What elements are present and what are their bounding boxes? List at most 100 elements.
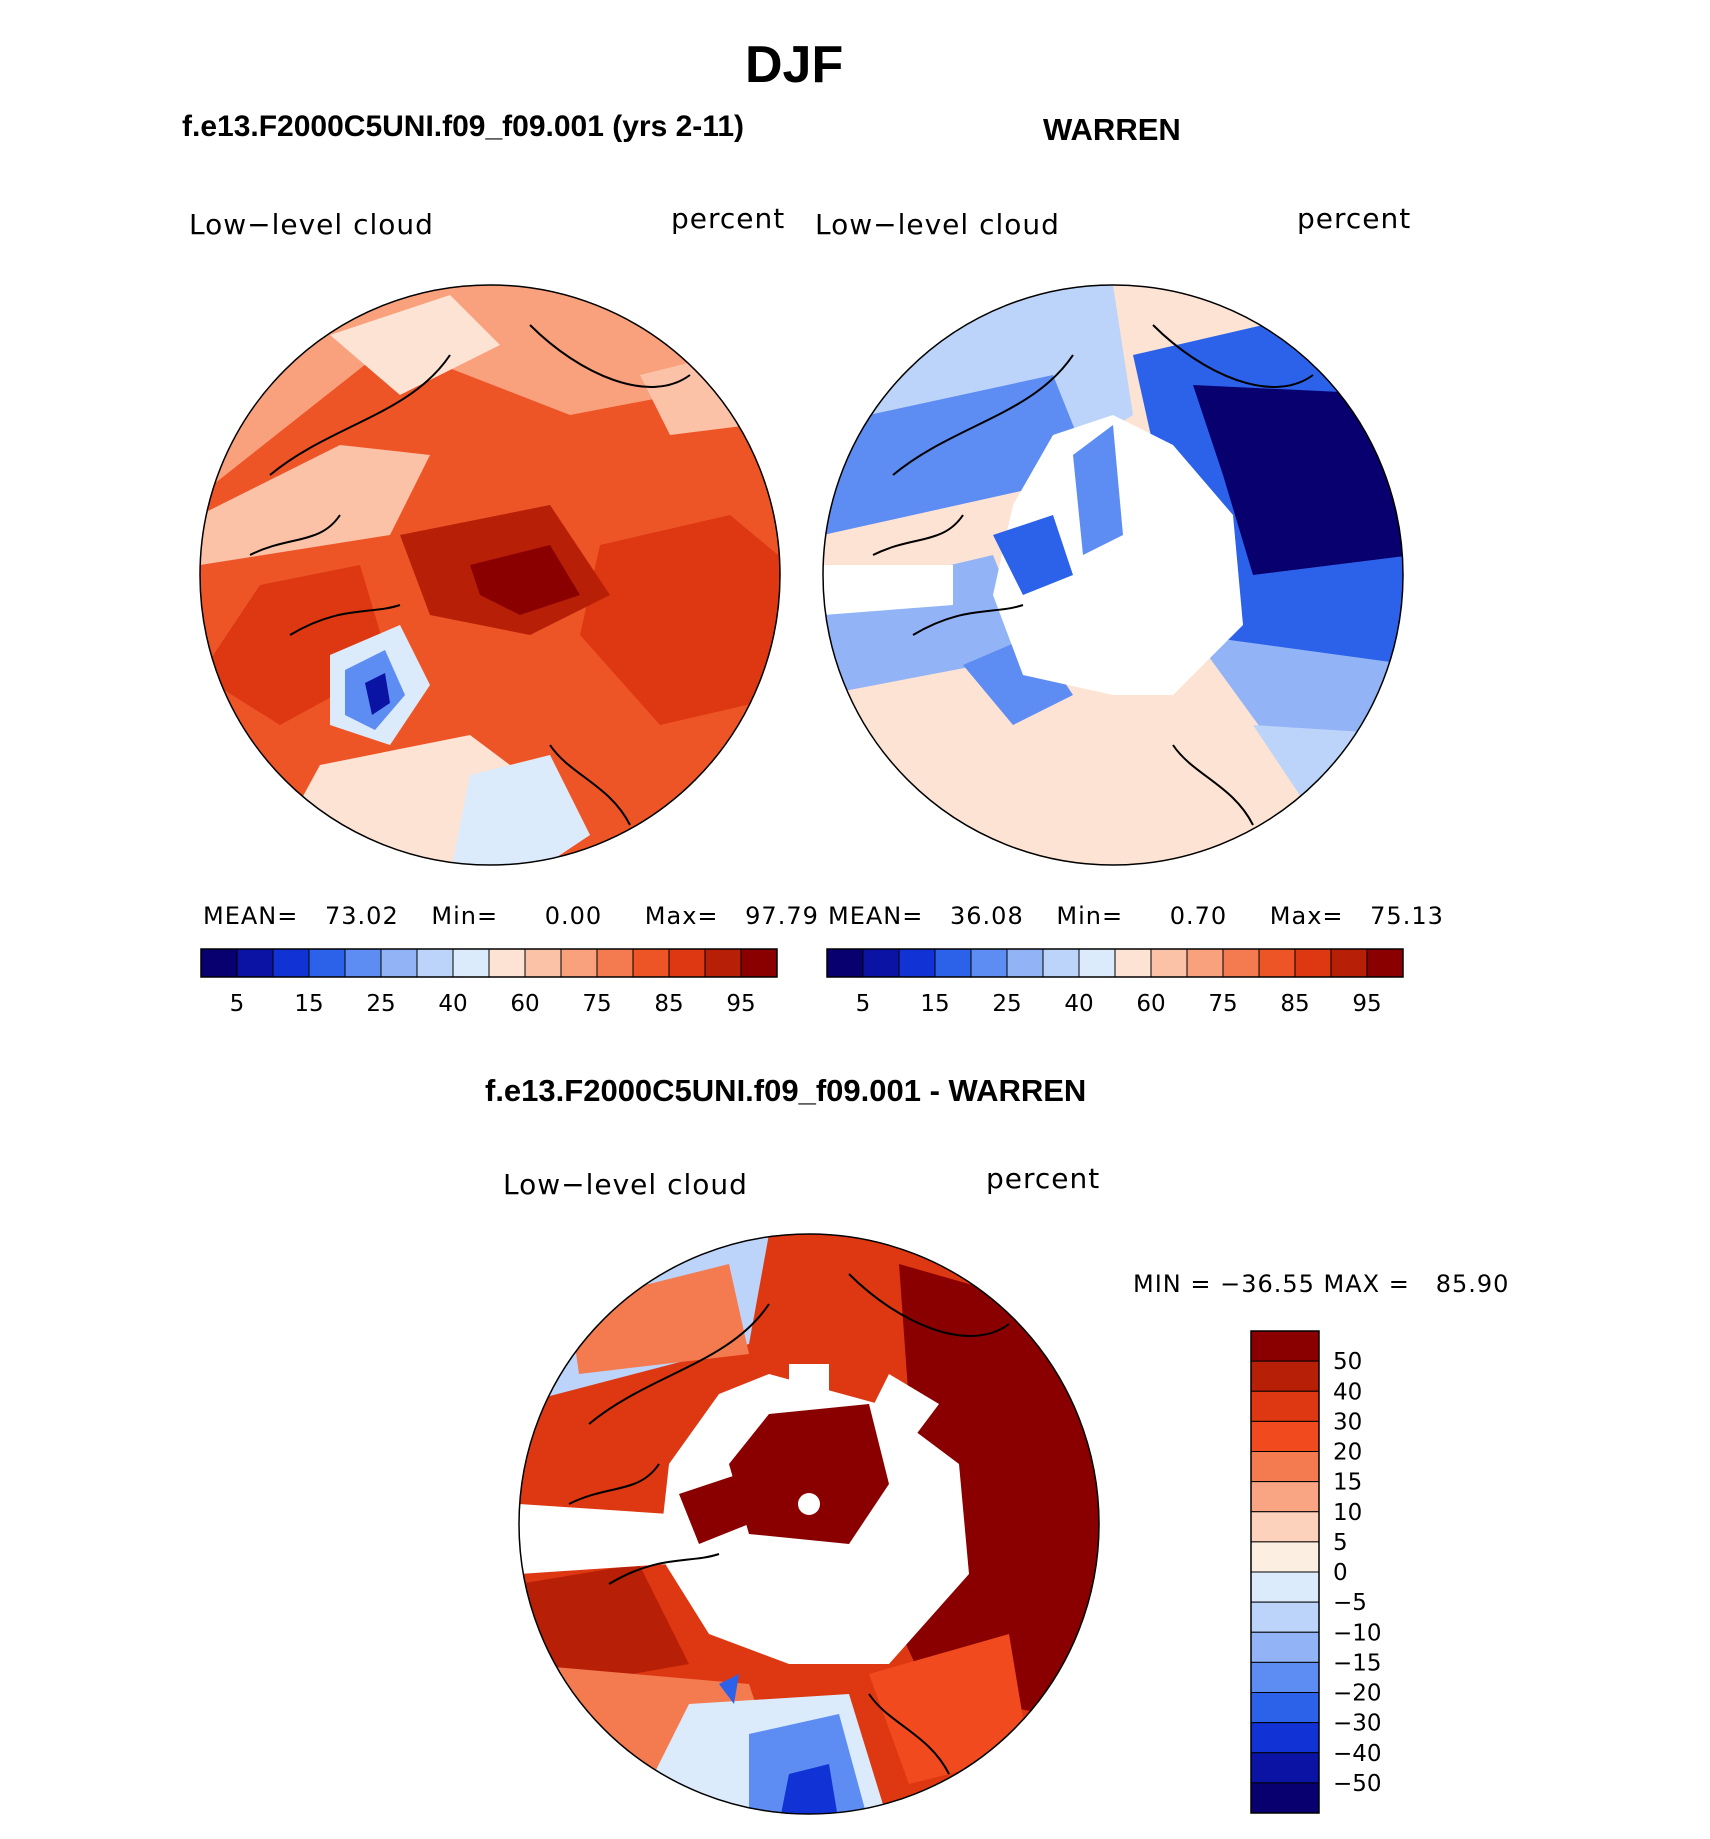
colorbar-cell bbox=[740, 948, 778, 978]
colorbar-cell bbox=[668, 948, 706, 978]
colorbar-tick-label: 40 bbox=[1333, 1379, 1362, 1405]
colorbar-cell bbox=[970, 948, 1008, 978]
colorbar-cell bbox=[272, 948, 310, 978]
colorbar-tick-label: 85 bbox=[1280, 991, 1309, 1017]
colorbar-cell bbox=[1250, 1571, 1320, 1603]
panel2-title: WARREN bbox=[1043, 112, 1181, 147]
colorbar-tick-label: 5 bbox=[856, 991, 871, 1017]
panel2-min-value: 0.70 bbox=[1169, 902, 1228, 930]
difference-title: f.e13.F2000C5UNI.f09_f09.001 - WARREN bbox=[485, 1073, 1087, 1108]
colorbar-cell bbox=[1250, 1752, 1320, 1784]
difference-variable-label: Low−level cloud bbox=[503, 1168, 748, 1201]
main-title: DJF bbox=[745, 36, 844, 94]
panel1-variable-label: Low−level cloud bbox=[189, 208, 434, 241]
colorbar-cell bbox=[1250, 1360, 1320, 1392]
colorbar-tick-label: 85 bbox=[654, 991, 683, 1017]
colorbar-tick-label: −30 bbox=[1333, 1711, 1382, 1737]
colorbar-cell bbox=[1114, 948, 1152, 978]
colorbar-cell bbox=[1250, 1692, 1320, 1724]
colorbar-cell bbox=[560, 948, 598, 978]
colorbar-tick-label: 15 bbox=[294, 991, 323, 1017]
colorbar-tick-label: −40 bbox=[1333, 1741, 1382, 1767]
colorbar-cell bbox=[488, 948, 526, 978]
colorbar-cell bbox=[1042, 948, 1080, 978]
colorbar-tick-label: 5 bbox=[230, 991, 245, 1017]
colorbar-cell bbox=[1366, 948, 1404, 978]
panel1-stats: MEAN= 73.02 Min= 0.00 Max= 97.79 bbox=[203, 902, 819, 930]
panel2-colorbar: 5 15 25 40 60 75 85 95 bbox=[826, 948, 1404, 1017]
colorbar-tick-label: 40 bbox=[438, 991, 467, 1017]
panel1-mean-value: 73.02 bbox=[325, 902, 399, 930]
panel1-max-value: 97.79 bbox=[745, 902, 819, 930]
colorbar-cell bbox=[1294, 948, 1332, 978]
colorbar-tick-label: −5 bbox=[1333, 1590, 1367, 1616]
panel1-title: f.e13.F2000C5UNI.f09_f09.001 (yrs 2-11) bbox=[182, 110, 745, 143]
colorbar-tick-label: −10 bbox=[1333, 1620, 1382, 1646]
colorbar-cell bbox=[1250, 1631, 1320, 1663]
colorbar-cell bbox=[1258, 948, 1296, 978]
colorbar-cell bbox=[1250, 1782, 1320, 1814]
colorbar-cell bbox=[862, 948, 900, 978]
colorbar-tick-label: −50 bbox=[1333, 1771, 1382, 1797]
difference-min-max: MIN = −36.55 MAX = 85.90 bbox=[1133, 1270, 1510, 1298]
colorbar-cell bbox=[1330, 948, 1368, 978]
colorbar-cell bbox=[934, 948, 972, 978]
colorbar-cell bbox=[1006, 948, 1044, 978]
colorbar-tick-label: 30 bbox=[1333, 1409, 1362, 1435]
colorbar-tick-label: 15 bbox=[1333, 1470, 1362, 1496]
colorbar-tick-label: 40 bbox=[1064, 991, 1093, 1017]
panel1-map bbox=[199, 284, 781, 866]
panel1-mean-label: MEAN= bbox=[203, 902, 299, 930]
colorbar-cell bbox=[1250, 1511, 1320, 1543]
panel2-max-value: 75.13 bbox=[1370, 902, 1444, 930]
colorbar-cell bbox=[1186, 948, 1224, 978]
colorbar-tick-label: 25 bbox=[992, 991, 1021, 1017]
colorbar-tick-label: 60 bbox=[1136, 991, 1165, 1017]
colorbar-cell bbox=[596, 948, 634, 978]
colorbar-cell bbox=[1250, 1390, 1320, 1422]
panel2-mean-value: 36.08 bbox=[950, 902, 1024, 930]
panel1-colorbar: 5 15 25 40 60 75 85 95 bbox=[200, 948, 778, 1017]
colorbar-tick-label: 25 bbox=[366, 991, 395, 1017]
colorbar-cell bbox=[1250, 1722, 1320, 1754]
colorbar-tick-label: 75 bbox=[1208, 991, 1237, 1017]
colorbar-cell bbox=[344, 948, 382, 978]
colorbar-tick-label: 20 bbox=[1333, 1440, 1362, 1466]
panel2-max-label: Max= bbox=[1269, 902, 1344, 930]
colorbar-cell bbox=[1250, 1601, 1320, 1633]
colorbar-cell bbox=[1250, 1481, 1320, 1513]
colorbar-tick-label: 15 bbox=[920, 991, 949, 1017]
colorbar-cell bbox=[1250, 1420, 1320, 1452]
panel2-stats: MEAN= 36.08 Min= 0.70 Max= 75.13 bbox=[828, 902, 1444, 930]
difference-units-label: percent bbox=[986, 1162, 1101, 1195]
colorbar-cell bbox=[200, 948, 238, 978]
colorbar-cell bbox=[632, 948, 670, 978]
colorbar-cell bbox=[1250, 1661, 1320, 1693]
colorbar-tick-label: −20 bbox=[1333, 1681, 1382, 1707]
colorbar-tick-label: 10 bbox=[1333, 1500, 1362, 1526]
colorbar-cell bbox=[308, 948, 346, 978]
colorbar-tick-label: 50 bbox=[1333, 1349, 1362, 1375]
colorbar-cell bbox=[1250, 1330, 1320, 1362]
colorbar-cell bbox=[704, 948, 742, 978]
panel2-min-label: Min= bbox=[1056, 902, 1124, 930]
colorbar-tick-label: 0 bbox=[1333, 1560, 1348, 1586]
colorbar-cell bbox=[452, 948, 490, 978]
colorbar-cell bbox=[898, 948, 936, 978]
colorbar-tick-label: 75 bbox=[582, 991, 611, 1017]
colorbar-cell bbox=[1150, 948, 1188, 978]
colorbar-cell bbox=[236, 948, 274, 978]
colorbar-cell bbox=[826, 948, 864, 978]
colorbar-cell bbox=[1222, 948, 1260, 978]
colorbar-cell bbox=[1250, 1451, 1320, 1483]
panel2-mean-label: MEAN= bbox=[828, 902, 924, 930]
panel1-max-label: Max= bbox=[644, 902, 719, 930]
colorbar-tick-label: 5 bbox=[1333, 1530, 1348, 1556]
colorbar-tick-label: 60 bbox=[510, 991, 539, 1017]
colorbar-tick-label: −15 bbox=[1333, 1650, 1382, 1676]
panel2-units-label: percent bbox=[1297, 202, 1412, 235]
colorbar-tick-label: 95 bbox=[1352, 991, 1381, 1017]
colorbar-cell bbox=[1250, 1541, 1320, 1573]
panel2-variable-label: Low−level cloud bbox=[815, 208, 1060, 241]
